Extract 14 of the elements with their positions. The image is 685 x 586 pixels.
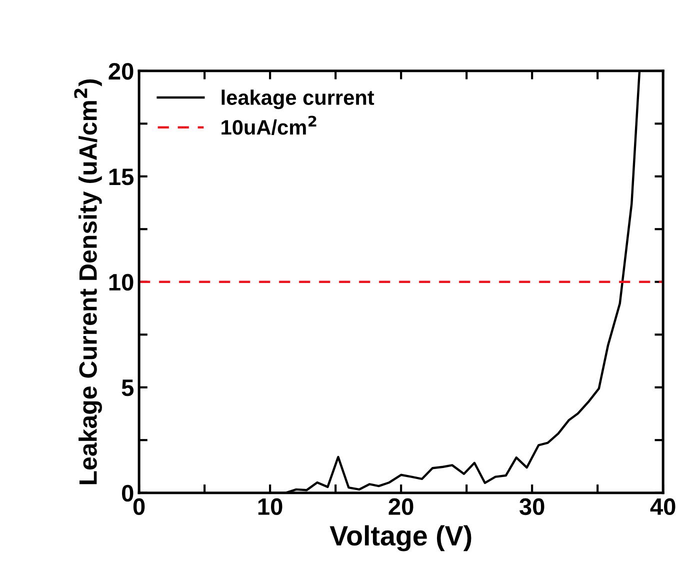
x-tick-label: 40 bbox=[650, 498, 676, 516]
x-axis-title: Voltage (V) bbox=[330, 525, 472, 552]
y-tick-label: 20 bbox=[108, 62, 134, 80]
y-tick-label: 0 bbox=[122, 484, 134, 502]
y-tick-label: 15 bbox=[109, 168, 134, 186]
legend-label: 10uA/cm$^{2}$ bbox=[222, 116, 316, 135]
x-tick-label: 10 bbox=[258, 498, 282, 516]
x-tick-label: 30 bbox=[519, 498, 544, 516]
y-tick-label: 10 bbox=[109, 274, 134, 291]
x-tick-label: 0 bbox=[133, 498, 145, 516]
legend-label: leakage current bbox=[222, 90, 374, 110]
y-axis-title: Leakage Current Density (uA/cm$^{2}$) bbox=[74, 79, 102, 484]
x-tick-label: 20 bbox=[388, 498, 414, 516]
y-tick-label: 5 bbox=[122, 380, 134, 396]
